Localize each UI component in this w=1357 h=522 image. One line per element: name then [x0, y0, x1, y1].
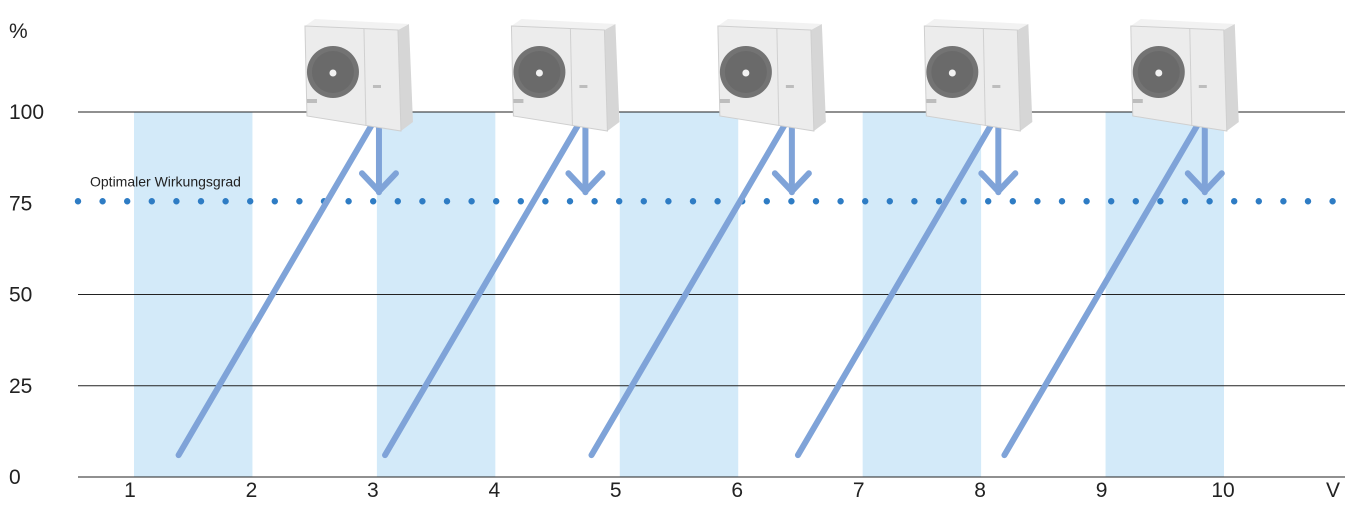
heat-pump-unit-icon: [717, 19, 826, 132]
heat-pump-unit-icon: [923, 19, 1033, 132]
x-tick-label: 1: [124, 479, 136, 502]
x-tick-label: 8: [974, 479, 986, 502]
reference-dot: [837, 198, 844, 205]
reference-dot: [1058, 198, 1066, 205]
arrow-head: [771, 170, 812, 195]
reference-dot: [665, 198, 672, 205]
reference-dot: [1255, 198, 1263, 205]
x-tick-label: 3: [367, 479, 379, 502]
reference-dot: [271, 198, 278, 205]
reference-dot: [222, 198, 229, 205]
reference-dot: [788, 198, 795, 205]
x-tick-label: 10: [1211, 479, 1234, 502]
x-tick-label: 9: [1096, 479, 1108, 502]
arrow-head: [1184, 170, 1225, 195]
reference-dot: [960, 198, 967, 205]
reference-dot: [296, 198, 303, 205]
reference-dot: [173, 198, 180, 205]
reference-dot: [247, 198, 254, 205]
reference-line: [74, 198, 1336, 205]
reference-dot: [616, 198, 623, 205]
heat-pump-unit-icon: [1130, 19, 1239, 132]
reference-dot: [640, 198, 647, 205]
x-tick-label: 6: [731, 479, 743, 502]
reference-dot: [1108, 198, 1115, 205]
reference-dot: [591, 198, 598, 205]
reference-dot: [1280, 198, 1287, 205]
reference-dot: [517, 198, 524, 205]
reference-dot: [542, 198, 549, 205]
reference-dot: [1181, 198, 1189, 205]
reference-dot: [1231, 198, 1238, 205]
reference-dot: [566, 198, 574, 205]
reference-dot: [394, 198, 401, 205]
series-line: [1001, 119, 1202, 459]
reference-dot: [443, 198, 451, 205]
reference-dot: [124, 198, 131, 205]
reference-dot: [1034, 198, 1041, 205]
x-axis-unit: V: [1326, 479, 1340, 502]
x-tick-label: 5: [610, 479, 622, 502]
reference-dot: [812, 198, 820, 205]
x-tick-label: 7: [853, 479, 865, 502]
reference-dot: [1206, 198, 1213, 205]
y-tick-labels: 0 25 50 75 100: [9, 101, 44, 489]
reference-dot: [714, 198, 721, 205]
x-tick-label: 4: [488, 479, 500, 502]
series-lines: [175, 119, 1202, 459]
reference-dot: [935, 198, 943, 205]
arrow-head: [978, 170, 1019, 195]
reference-line-label: Optimaler Wirkungsgrad: [90, 173, 241, 189]
reference-dot: [74, 198, 82, 205]
reference-dot: [370, 198, 377, 205]
heat-pump-unit-icon: [304, 19, 413, 132]
reference-dot: [1157, 198, 1164, 205]
reference-dot: [99, 198, 106, 205]
reference-dot: [1304, 198, 1312, 205]
reference-dot: [689, 198, 697, 205]
reference-dot: [493, 198, 500, 205]
series-line: [588, 119, 789, 459]
y-tick-label: 50: [9, 284, 32, 307]
y-tick-label: 75: [9, 192, 32, 215]
reference-dot: [419, 198, 426, 205]
reference-dot: [763, 198, 770, 205]
reference-dot: [1329, 198, 1336, 205]
x-tick-label: 2: [246, 479, 258, 502]
reference-dot: [345, 198, 352, 205]
series-line: [175, 119, 376, 459]
reference-dot: [468, 198, 475, 205]
heat-pump-unit-icon: [510, 19, 620, 132]
arrow-head: [565, 170, 606, 195]
y-tick-label: 100: [9, 101, 44, 124]
series-line: [382, 119, 583, 459]
reference-dot: [1083, 198, 1090, 205]
series-line: [794, 119, 996, 459]
y-tick-label: 0: [9, 466, 21, 489]
reference-dot: [911, 198, 918, 205]
reference-dot: [148, 198, 155, 205]
reference-dot: [862, 198, 869, 205]
reference-dot: [1009, 198, 1016, 205]
reference-dot: [985, 198, 992, 205]
heat-pump-units: [304, 19, 1239, 132]
arrow-head: [358, 170, 399, 195]
reference-dot: [197, 198, 205, 205]
y-axis-unit: %: [9, 20, 28, 43]
reference-dot: [1132, 198, 1140, 205]
y-tick-label: 25: [9, 375, 32, 398]
x-tick-labels: 1 2 3 4 5 6 7 8 9 10: [124, 479, 1235, 502]
drop-arrows: [358, 119, 1225, 196]
reference-dot: [886, 198, 893, 205]
